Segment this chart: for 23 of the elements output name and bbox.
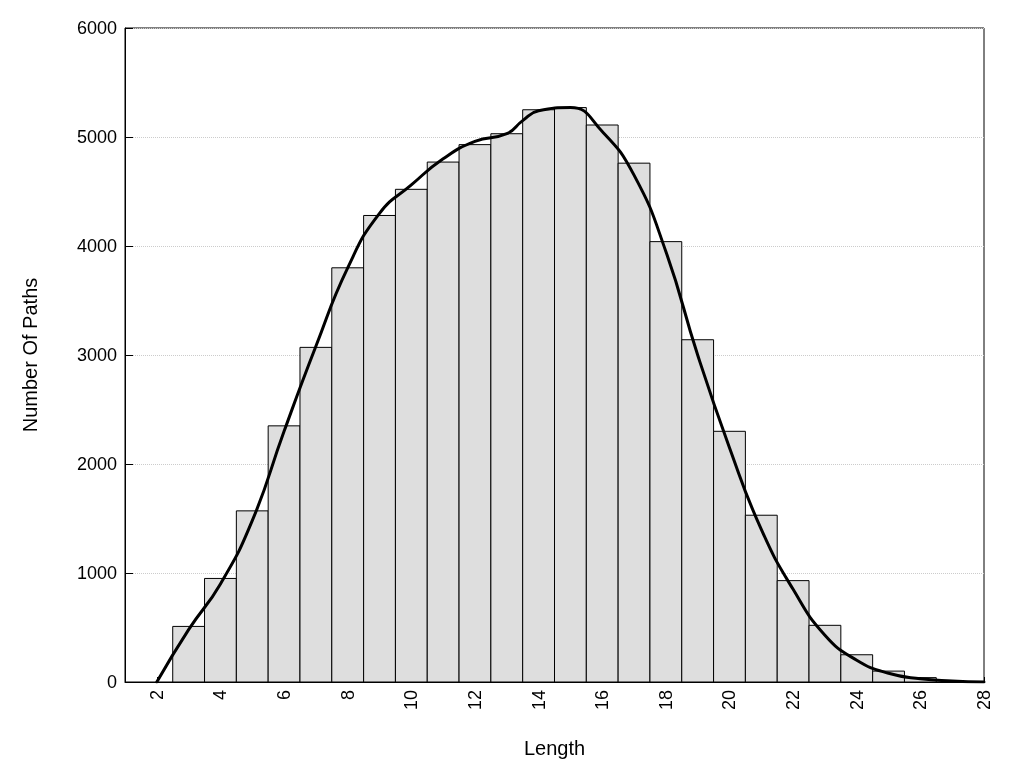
- x-tick-label: 26: [910, 690, 931, 711]
- y-tick-label: 1000: [76, 563, 117, 583]
- y-tick-label: 6000: [76, 18, 117, 38]
- x-tick-label: 28: [974, 690, 994, 711]
- x-tick-label: 8: [337, 690, 358, 701]
- x-tick-label: 14: [528, 690, 549, 711]
- x-tick-label: 6: [274, 690, 295, 701]
- x-tick-label: 18: [655, 690, 676, 711]
- x-tick-label: 24: [846, 690, 867, 711]
- x-tick-label: 2: [146, 690, 167, 701]
- y-axis-title: Number Of Paths: [19, 277, 41, 433]
- y-tick-label: 4000: [76, 236, 117, 256]
- y-tick-label: 2000: [76, 454, 117, 474]
- y-tick-label: 5000: [76, 127, 117, 147]
- x-axis-title: Length: [523, 737, 586, 759]
- x-tick-label: 16: [592, 690, 613, 711]
- y-tick-label: 0: [106, 672, 117, 692]
- x-tick-label: 10: [401, 690, 422, 711]
- x-tick-label: 22: [783, 690, 804, 711]
- x-tick-label: 4: [210, 690, 231, 701]
- x-tick-label: 12: [464, 690, 485, 711]
- x-tick-label: 20: [719, 690, 740, 711]
- y-tick-label: 3000: [76, 345, 117, 365]
